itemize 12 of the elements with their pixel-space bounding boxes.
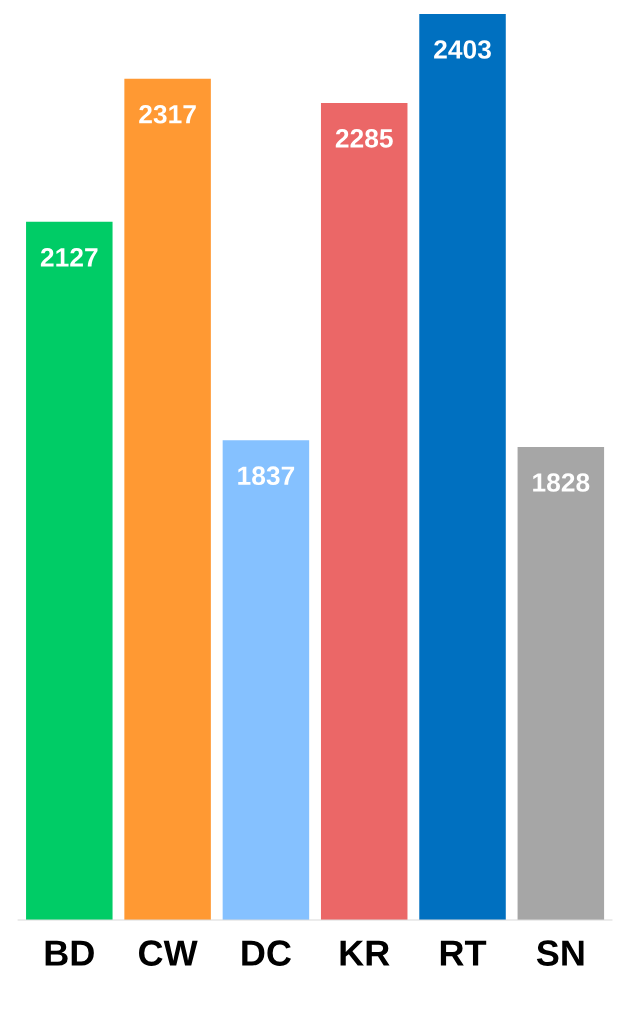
data-label: 2127 [40,247,98,267]
x-tick-label: DC [242,940,292,966]
data-label: 1828 [533,473,590,492]
x-tick-label: SN [536,940,584,966]
x-tick-label: BD [45,940,94,966]
x-tick-label: CW [139,940,198,966]
data-label: 2403 [434,40,491,59]
x-tick-label: RT [440,940,487,966]
data-label: 1837 [238,466,295,486]
data-label: 2285 [335,128,393,148]
x-tick-label: KR [340,940,390,966]
data-label: 2317 [139,104,196,124]
